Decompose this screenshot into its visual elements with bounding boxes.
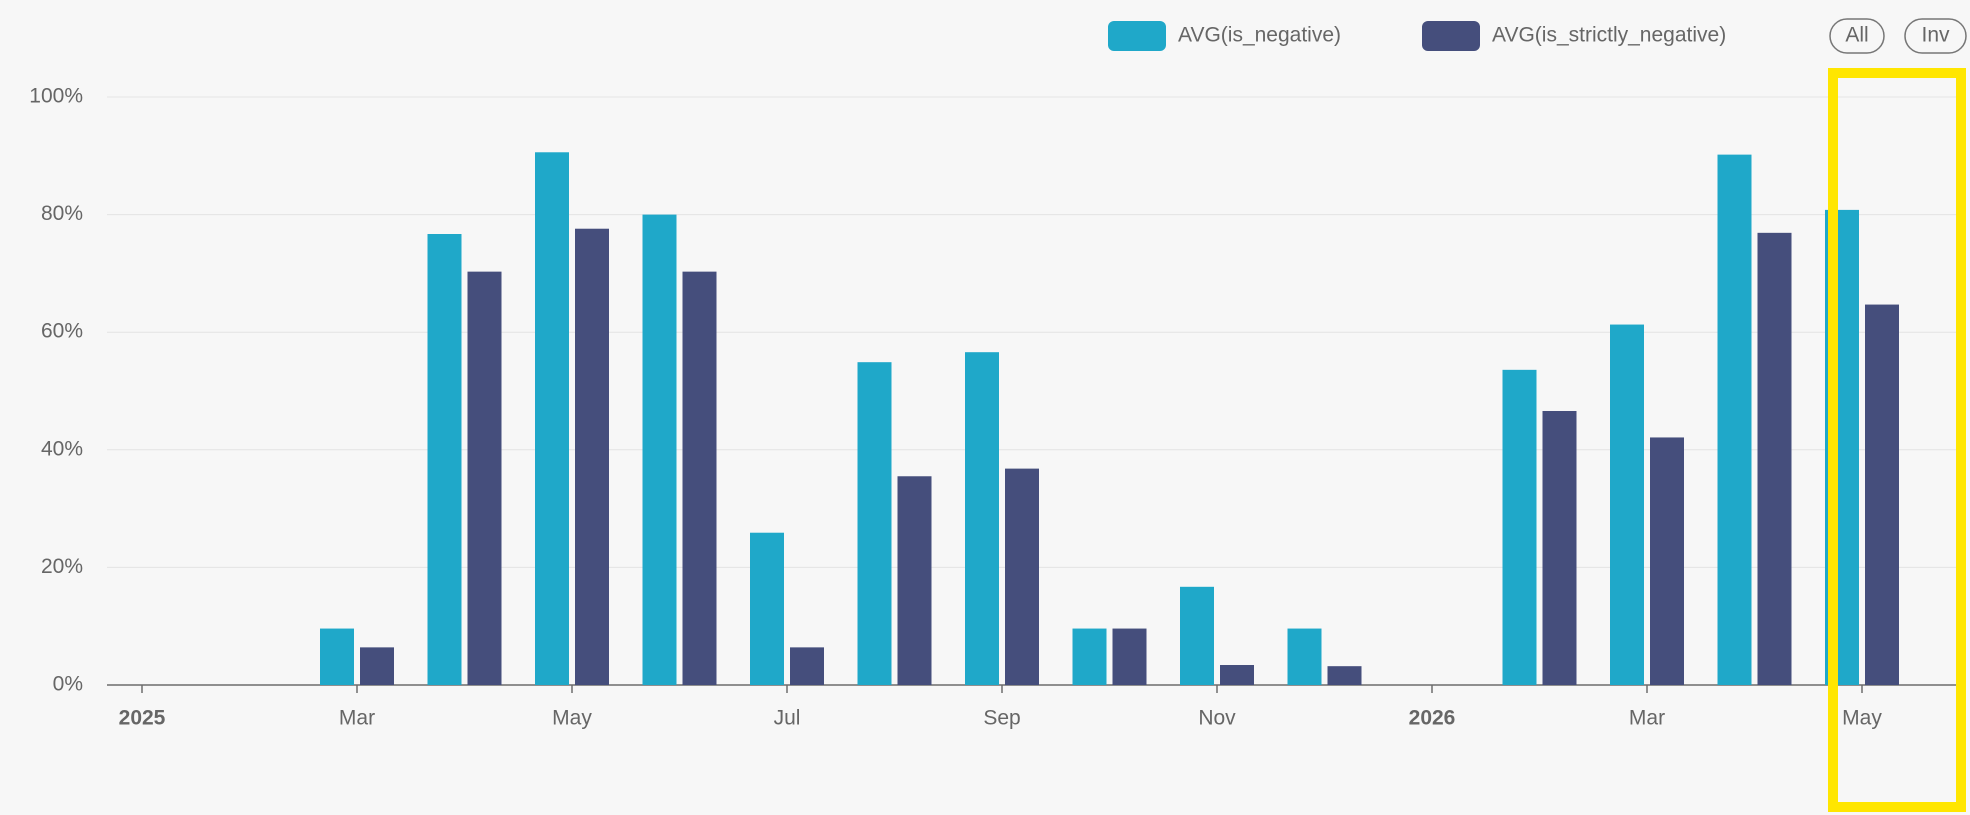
bar	[535, 152, 569, 686]
x-tick-label: 2026	[1409, 707, 1456, 730]
bar	[750, 532, 784, 685]
x-tick-label: Mar	[339, 707, 375, 730]
bar	[467, 271, 502, 685]
y-tick-label: 20%	[41, 555, 83, 578]
bar	[1112, 628, 1147, 685]
bar	[320, 628, 354, 685]
bar	[575, 228, 609, 685]
legend-button-label[interactable]: Inv	[1921, 24, 1950, 47]
legend-button[interactable]	[1904, 18, 1967, 54]
bar	[790, 647, 824, 685]
x-tick-label: Nov	[1198, 707, 1236, 730]
bar	[1287, 628, 1322, 685]
bar	[965, 352, 999, 685]
x-tick-label: May	[1842, 707, 1882, 730]
x-tick-label: Sep	[983, 707, 1020, 730]
bar	[1072, 628, 1107, 685]
bar	[1327, 666, 1362, 685]
y-tick-label: 100%	[29, 85, 83, 108]
x-tick-label: 2025	[119, 707, 166, 730]
bar	[897, 476, 932, 685]
bar	[1005, 468, 1039, 685]
bar	[1865, 304, 1899, 685]
y-tick-label: 80%	[41, 202, 83, 225]
bar	[1502, 369, 1537, 685]
highlight-box	[1828, 68, 1966, 812]
bar	[1757, 232, 1792, 685]
legend-swatch	[1422, 21, 1480, 51]
legend-button-label[interactable]: All	[1845, 24, 1868, 47]
y-tick-label: 40%	[41, 437, 83, 460]
bar	[1180, 586, 1214, 685]
legend-label: AVG(is_strictly_negative)	[1492, 24, 1726, 47]
x-tick-label: May	[552, 707, 592, 730]
bar	[1542, 410, 1577, 685]
bar	[857, 362, 892, 685]
bar	[360, 647, 394, 685]
legend-swatch	[1108, 21, 1166, 51]
y-tick-label: 60%	[41, 320, 83, 343]
y-tick-label: 0%	[53, 673, 83, 696]
x-tick-label: Jul	[774, 707, 801, 730]
bar	[427, 234, 462, 685]
bar	[1610, 324, 1644, 685]
bar	[1650, 437, 1684, 685]
bar	[1220, 665, 1254, 685]
legend-button[interactable]	[1829, 18, 1885, 54]
bar	[1717, 154, 1752, 685]
bar	[682, 271, 717, 685]
x-tick-label: Mar	[1629, 707, 1665, 730]
legend-label: AVG(is_negative)	[1178, 24, 1341, 47]
bar	[642, 214, 677, 685]
